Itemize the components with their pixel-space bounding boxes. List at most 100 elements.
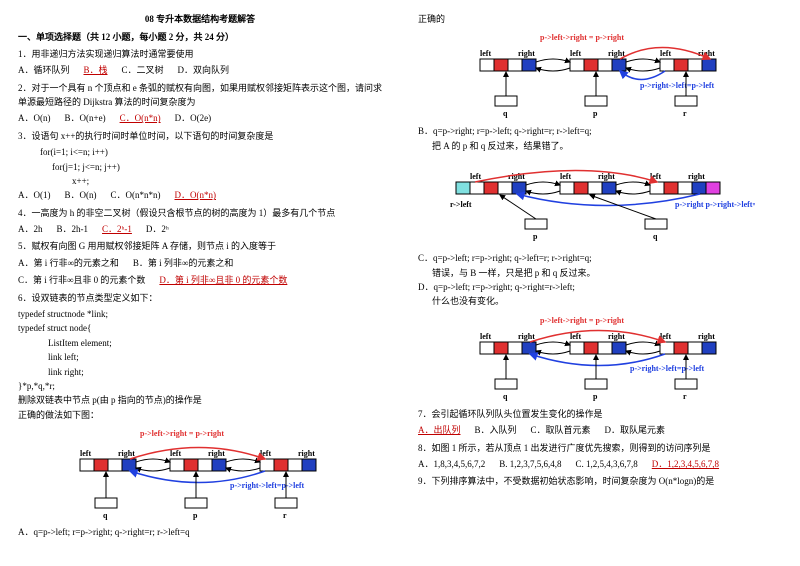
correct-label: 正确的 (418, 12, 782, 26)
option-a: A．q=p->left; r=p->right; q->right=r; r->… (18, 525, 382, 539)
q7-b: B．入队列 (475, 425, 517, 435)
q9-text: 9．下列排序算法中，不受数据初始状态影响，时间复杂度为 O(n*logn)的是 (418, 474, 782, 488)
dc-p: p (533, 232, 538, 241)
dd-l2: left (570, 332, 581, 341)
diagram-b: p->left->right = p->right leftright left… (460, 30, 740, 120)
q3-c: C．O(n*n*n) (111, 190, 161, 200)
q8-opts: A．1,8,3,4,5,6,7,2 B. 1,2,3,7,5,6,4,8 C. 1,… (418, 457, 782, 471)
lbl-blue: p->right->left=p->left (230, 481, 305, 490)
diagram-main: p->left->right = p->right leftright left… (60, 426, 340, 521)
q3-b: B．O(n) (65, 190, 97, 200)
q5-c: C．第 i 行非∞且非 0 的元素个数 (18, 275, 145, 285)
lbl-left3: left (260, 449, 271, 458)
q1-a: A．循环队列 (18, 65, 70, 75)
dc-blue: p->right p->right->left= p->left (675, 200, 755, 209)
q1-c: C．二叉树 (122, 65, 164, 75)
q1-b: B．栈 (84, 65, 108, 75)
lbl-p: p (193, 511, 198, 520)
q6-l5: link right; (48, 365, 382, 379)
q1-d: D．双向队列 (178, 65, 230, 75)
q4-text: 4．一高度为 h 的非空二叉树（假设只含根节点的树的高度为 1）最多有几个节点 (18, 206, 382, 220)
q2-b: B．O(n+e) (65, 113, 106, 123)
dc-l2: left (560, 172, 571, 181)
lbl-right: right (118, 449, 135, 458)
q4-b: B．2h-1 (57, 224, 89, 234)
option-b-note: 把 A 的 p 和 q 反过来，结果错了。 (432, 139, 782, 153)
q1-text: 1．用非递归方法实现递归算法时通常要使用 (18, 47, 382, 61)
q7-text: 7．会引起循环队列队头位置发生变化的操作是 (418, 407, 782, 421)
q1-opts: A．循环队列 B．栈 C．二叉树 D．双向队列 (18, 63, 382, 77)
dd-r2: right (608, 332, 625, 341)
dc-l1: left (470, 172, 481, 181)
q6-l3: ListItem element; (48, 336, 382, 350)
q3-d: D．O(n*n) (175, 190, 217, 200)
dd-p: p (593, 392, 598, 401)
q8-text: 8．如图 1 所示，若从顶点 1 出发进行广度优先搜索，则得到的访问序列是 (418, 441, 782, 455)
dc-rl: r->left (450, 200, 472, 209)
db-l2: left (570, 49, 581, 58)
lbl-right3: right (298, 449, 315, 458)
q7-c: C．取队首元素 (531, 425, 591, 435)
q5-opts2: C．第 i 行非∞且非 0 的元素个数 D．第 i 列非∞且非 0 的元素个数 (18, 273, 382, 287)
dd-l3: left (660, 332, 671, 341)
db-blue: p->right->left=p->left (640, 81, 715, 90)
dd-r3: right (698, 332, 715, 341)
lbl-left: left (80, 449, 91, 458)
q6-l1: typedef structnode *link; (18, 307, 382, 321)
diagram-d: p->left->right = p->right left right left… (460, 313, 740, 403)
db-rp: r (683, 109, 687, 118)
q8-d: D．1,2,3,4,5,6,7,8 (652, 459, 719, 469)
lbl-r: r (283, 511, 287, 520)
dd-red: p->left->right = p->right (540, 316, 624, 325)
q5-text: 5．赋权有向图 G 用用赋权邻接矩阵 A 存储，则节点 i 的入度等于 (18, 239, 382, 253)
q8-a: A．1,8,3,4,5,6,7,2 (418, 459, 485, 469)
dd-r1: right (518, 332, 535, 341)
doc-title: 08 专升本数据结构考题解答 (18, 12, 382, 26)
option-d: D．q=p->left; r=p->right; q->right=r->lef… (418, 280, 782, 294)
lbl-left2: left (170, 449, 181, 458)
q4-opts: A．2hB．2h-1C．2ʰ-1D．2ʰ (18, 222, 382, 236)
db-r3: right (698, 49, 715, 58)
q7-a: A．出队列 (418, 425, 461, 435)
q4-d: D．2ʰ (146, 224, 169, 234)
db-r1: right (518, 49, 535, 58)
db-q: q (503, 109, 508, 118)
left-column: 08 专升本数据结构考题解答 一、单项选择题（共 12 小题，每小题 2 分，共… (0, 0, 400, 566)
db-r2: right (608, 49, 625, 58)
option-c-note: 错误，与 B 一样，只是把 p 和 q 反过来。 (432, 266, 782, 280)
q3-a: A．O(1) (18, 190, 51, 200)
dd-rp: r (683, 392, 687, 401)
dd-blue: p->right->left=p->left (630, 364, 705, 373)
q7-opts: A．出队列B．入队列C．取队首元素D．取队尾元素 (418, 423, 782, 437)
q3-text: 3．设语句 x++的执行时间时单位时间，以下语句的时间复杂度是 (18, 129, 382, 143)
q2-text: 2．对于一个具有 n 个顶点和 e 条弧的赋权有向图，如果用赋权邻接矩阵表示这个… (18, 81, 382, 110)
q4-c: C．2ʰ-1 (102, 224, 132, 234)
q5-d: D．第 i 列非∞且非 0 的元素个数 (159, 275, 287, 285)
lbl-q: q (103, 511, 108, 520)
dc-q2: q (653, 232, 658, 241)
option-c: C．q=p->left; r=p->right; q->left=r; r->r… (418, 251, 782, 265)
q2-d: D．O(2e) (175, 113, 212, 123)
option-b: B．q=p->right; r=p->left; q->right=r; r->… (418, 124, 782, 138)
dd-l1: left (480, 332, 491, 341)
q8-c: C. 1,2,5,4,3,6,7,8 (576, 459, 638, 469)
q6-l4: link left; (48, 350, 382, 364)
dd-q: q (503, 392, 508, 401)
right-column: 正确的 p->left->right = p->right leftright … (400, 0, 800, 566)
db-l1: left (480, 49, 491, 58)
q3-code3: x++; (72, 174, 382, 188)
q6-l6: }*p,*q,*r; (18, 379, 382, 393)
q3-opts: A．O(1) B．O(n) C．O(n*n*n) D．O(n*n) (18, 188, 382, 202)
q6-text: 6．设双链表的节点类型定义如下： (18, 291, 382, 305)
q6-l2: typedef struct node{ (18, 321, 382, 335)
diagram-c: leftright leftright leftright p->right p… (445, 157, 755, 247)
q2-opts: A．O(n)B．O(n+e)C．O(n*n)D．O(2e) (18, 111, 382, 125)
q2-a: A．O(n) (18, 113, 51, 123)
q8-b: B. 1,2,3,7,5,6,4,8 (499, 459, 561, 469)
section-heading: 一、单项选择题（共 12 小题，每小题 2 分，共 24 分） (18, 30, 382, 44)
db-p: p (593, 109, 598, 118)
q6-l8: 正确的做法如下图： (18, 408, 382, 422)
option-d-note: 什么也没有变化。 (432, 294, 782, 308)
q3-code2: for(j=1; j<=n; j++) (52, 160, 382, 174)
lbl-right2: right (208, 449, 225, 458)
